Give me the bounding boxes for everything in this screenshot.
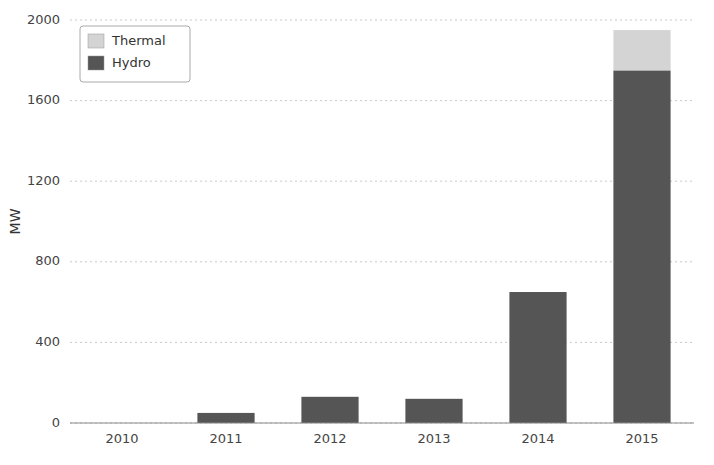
grid-line	[70, 20, 694, 21]
bar	[405, 398, 462, 399]
x-tick-label: 2014	[521, 431, 554, 446]
x-tick-label: 2012	[313, 431, 346, 446]
bars	[197, 30, 670, 423]
x-tick-label: 2013	[417, 431, 450, 446]
plot-area: 0 400 800 1200 1600 2000 2010 2011 2012 2013 2014 2…	[27, 12, 694, 447]
y-tick-label: 400	[35, 334, 60, 349]
x-tick-label: 2011	[209, 431, 242, 446]
bar	[301, 396, 358, 397]
x-axis-line	[70, 423, 694, 424]
bar	[197, 413, 254, 423]
y-tick-label: 800	[35, 253, 60, 268]
bar	[509, 292, 566, 423]
legend-label: Thermal	[111, 33, 166, 48]
bar	[301, 397, 358, 423]
legend: Thermal Hydro	[80, 26, 190, 82]
bar	[197, 412, 254, 413]
bar	[613, 30, 670, 70]
legend-swatch	[88, 34, 104, 48]
x-tick-label: 2010	[105, 431, 138, 446]
grid-line	[70, 423, 694, 424]
chart-svg: 0 400 800 1200 1600 2000 2010 2011 2012 2013 2014 2…	[0, 0, 714, 465]
x-tick-label: 2015	[625, 431, 658, 446]
legend-swatch	[88, 56, 104, 70]
grid-line	[70, 181, 694, 182]
y-tick-label: 0	[52, 415, 60, 430]
y-tick-label: 1600	[27, 92, 60, 107]
background	[0, 0, 714, 465]
legend-label: Hydro	[112, 55, 151, 70]
y-axis-label: MW	[7, 208, 23, 234]
grid-line	[70, 100, 694, 101]
bar	[509, 292, 566, 293]
chart-container: 0 400 800 1200 1600 2000 2010 2011 2012 2013 2014 2…	[0, 0, 714, 465]
grid-line	[70, 342, 694, 343]
y-tick-label: 2000	[27, 12, 60, 27]
grid-line	[70, 261, 694, 262]
bar	[613, 70, 670, 423]
legend-frame	[80, 26, 190, 82]
bar	[405, 399, 462, 423]
y-tick-label: 1200	[27, 173, 60, 188]
